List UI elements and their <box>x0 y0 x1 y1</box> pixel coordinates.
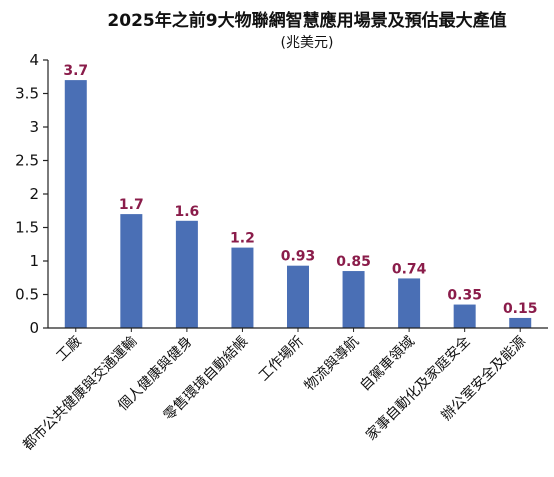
bars <box>64 80 532 328</box>
y-tick-label: 2 <box>29 185 39 203</box>
y-tick-label: 2.5 <box>15 152 39 170</box>
category-label: 工作場所 <box>256 334 307 385</box>
bar <box>509 317 532 328</box>
bar <box>453 304 476 328</box>
data-label: 1.7 <box>119 197 144 213</box>
y-tick-label: 4 <box>29 51 39 69</box>
bar <box>64 80 87 328</box>
data-label: 0.35 <box>447 288 482 304</box>
chart-subtitle: (兆美元) <box>280 35 334 51</box>
category-label: 物流與導航 <box>302 334 363 395</box>
category-label: 家事自動化及家庭安全 <box>362 333 473 444</box>
category-label: 都市公共健康與交通運輸 <box>19 333 140 454</box>
data-label: 0.85 <box>336 254 371 270</box>
category-label: 工廠 <box>53 333 85 365</box>
bar <box>120 214 143 328</box>
bar <box>231 247 254 328</box>
data-label: 1.6 <box>174 204 199 220</box>
y-tick-label: 1.5 <box>15 219 39 237</box>
y-tick-label: 3.5 <box>15 85 39 103</box>
data-label: 3.7 <box>63 63 88 79</box>
data-label: 1.2 <box>230 231 255 247</box>
y-tick-label: 3 <box>29 118 39 136</box>
chart-title: 2025年之前9大物聯網智慧應用場景及預估最大產值 <box>107 11 507 31</box>
bar <box>342 271 365 328</box>
category-label: 自駕車領域 <box>356 333 418 395</box>
data-labels: 3.7 1.7 1.6 1.2 0.93 0.85 0.74 0.35 0.15 <box>63 63 537 317</box>
y-axis: 0 0.5 1 1.5 2 2.5 3 3.5 4 <box>15 51 49 337</box>
data-label: 0.93 <box>281 249 316 265</box>
bar <box>287 265 309 328</box>
y-tick-label: 0.5 <box>15 286 39 304</box>
y-tick-label: 1 <box>29 252 39 270</box>
y-tick-label: 0 <box>29 319 39 337</box>
bar <box>175 220 198 328</box>
data-label: 0.74 <box>392 261 427 277</box>
bar <box>398 278 421 328</box>
data-label: 0.15 <box>503 301 538 317</box>
